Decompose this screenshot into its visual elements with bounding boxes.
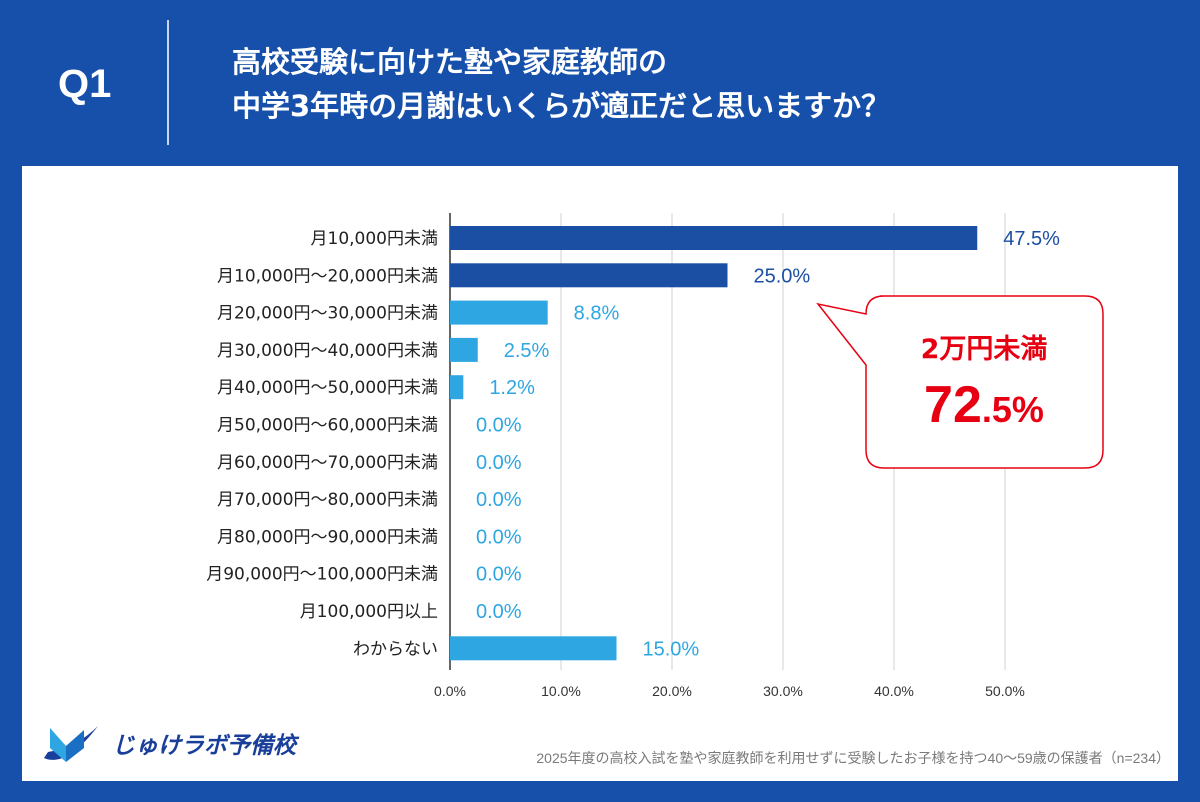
value-label: 0.0% bbox=[476, 601, 522, 623]
x-tick-label: 10.0% bbox=[541, 683, 581, 699]
callout-bubble bbox=[816, 295, 1104, 469]
category-label: 月90,000円〜100,000円未満 bbox=[206, 565, 438, 585]
book-logo-icon bbox=[44, 726, 98, 762]
bar bbox=[450, 300, 548, 325]
logo: じゅけラボ予備校 bbox=[36, 718, 296, 768]
survey-note: 2025年度の高校入試を塾や家庭教師を利用せずに受験したお子様を持つ40〜59歳… bbox=[536, 750, 1170, 766]
value-label: 8.8% bbox=[574, 303, 620, 325]
x-tick-label: 50.0% bbox=[985, 683, 1025, 699]
category-label: 月30,000円〜40,000円未満 bbox=[217, 341, 438, 361]
page-title: 高校受験に向けた塾や家庭教師の 中学3年時の月謝はいくらが適正だと思いますか？ bbox=[232, 40, 890, 128]
value-label: 1.2% bbox=[489, 377, 535, 399]
category-label: わからない bbox=[353, 639, 438, 659]
category-label: 月20,000円〜30,000円未満 bbox=[217, 304, 438, 324]
x-tick-label: 0.0% bbox=[434, 683, 466, 699]
logo-text: じゅけラボ予備校 bbox=[112, 733, 296, 759]
x-tick-label: 40.0% bbox=[874, 683, 914, 699]
category-label: 月10,000円〜20,000円未満 bbox=[217, 266, 438, 286]
category-label: 月60,000円〜70,000円未満 bbox=[217, 453, 438, 473]
bar bbox=[450, 337, 478, 362]
value-label: 0.0% bbox=[476, 526, 522, 548]
callout-value: 72.5% bbox=[924, 376, 1044, 434]
category-label: 月70,000円〜80,000円未満 bbox=[217, 490, 438, 510]
bar bbox=[450, 226, 978, 250]
bar bbox=[450, 263, 728, 288]
value-label: 2.5% bbox=[504, 340, 550, 362]
value-label: 0.0% bbox=[476, 452, 522, 474]
bar bbox=[450, 636, 617, 661]
title-line-1: 高校受験に向けた塾や家庭教師の bbox=[232, 45, 668, 79]
value-label: 47.5% bbox=[1003, 228, 1060, 250]
category-label: 月40,000円〜50,000円未満 bbox=[217, 378, 438, 398]
bar bbox=[450, 375, 464, 400]
category-label: 月50,000円〜60,000円未満 bbox=[217, 416, 438, 436]
category-label: 月10,000円未満 bbox=[311, 229, 438, 249]
value-label: 15.0% bbox=[643, 638, 700, 660]
title-line-2: 中学3年時の月謝はいくらが適正だと思いますか？ bbox=[232, 89, 891, 123]
question-number: Q1 bbox=[58, 62, 112, 106]
header-divider bbox=[167, 20, 169, 145]
callout-label: 2万円未満 bbox=[921, 334, 1048, 365]
value-label: 0.0% bbox=[476, 564, 522, 586]
category-label: 月100,000円以上 bbox=[300, 602, 438, 622]
value-label: 25.0% bbox=[754, 265, 811, 287]
x-tick-label: 20.0% bbox=[652, 683, 692, 699]
value-label: 0.0% bbox=[476, 415, 522, 437]
category-label: 月80,000円〜90,000円未満 bbox=[217, 527, 438, 547]
x-tick-label: 30.0% bbox=[763, 683, 803, 699]
value-label: 0.0% bbox=[476, 489, 522, 511]
